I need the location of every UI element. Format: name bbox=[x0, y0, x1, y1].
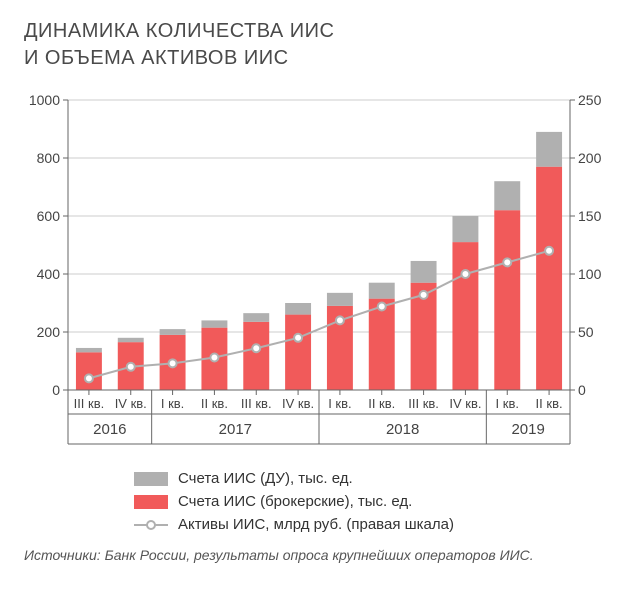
legend-item-du: Счета ИИС (ДУ), тыс. ед. bbox=[134, 470, 613, 487]
ytick-right: 100 bbox=[578, 266, 602, 282]
legend-swatch-du bbox=[134, 472, 168, 486]
legend-swatch-assets bbox=[134, 518, 168, 532]
source-note: Источники: Банк России, результаты опрос… bbox=[24, 547, 613, 563]
x-quarter-label: III кв. bbox=[241, 396, 272, 411]
marker-assets bbox=[378, 302, 386, 310]
bar-du bbox=[327, 293, 353, 306]
bar-broker bbox=[536, 167, 562, 390]
x-quarter-label: II кв. bbox=[536, 396, 563, 411]
bar-broker bbox=[243, 322, 269, 390]
bar-du bbox=[536, 132, 562, 167]
ytick-left: 800 bbox=[37, 150, 61, 166]
marker-assets bbox=[420, 291, 428, 299]
ytick-left: 0 bbox=[52, 382, 60, 398]
legend-item-broker: Счета ИИС (брокерские), тыс. ед. bbox=[134, 493, 613, 510]
chart-title: ДИНАМИКА КОЛИЧЕСТВА ИИС И ОБЪЕМА АКТИВОВ… bbox=[24, 18, 613, 72]
ytick-left: 600 bbox=[37, 208, 61, 224]
x-quarter-label: II кв. bbox=[368, 396, 395, 411]
title-line-2: И ОБЪЕМА АКТИВОВ ИИС bbox=[24, 47, 289, 69]
marker-assets bbox=[294, 334, 302, 342]
marker-assets bbox=[127, 363, 135, 371]
marker-assets bbox=[169, 359, 177, 367]
legend-swatch-broker bbox=[134, 495, 168, 509]
line-assets bbox=[89, 251, 549, 379]
x-year-label: 2016 bbox=[93, 421, 126, 438]
marker-assets bbox=[461, 270, 469, 278]
bar-du bbox=[494, 181, 520, 210]
bar-broker bbox=[494, 210, 520, 390]
chart-svg: 0 200 400 600 800 1000 0 50 100 150 200 250 III кв. I… bbox=[24, 90, 614, 450]
x-quarter-label: I кв. bbox=[161, 396, 184, 411]
bar-du bbox=[369, 283, 395, 299]
marker-assets bbox=[252, 344, 260, 352]
ytick-right: 0 bbox=[578, 382, 586, 398]
ytick-right: 50 bbox=[578, 324, 594, 340]
title-line-1: ДИНАМИКА КОЛИЧЕСТВА ИИС bbox=[24, 20, 334, 42]
chart-area: 0 200 400 600 800 1000 0 50 100 150 200 250 III кв. I… bbox=[24, 90, 614, 450]
bar-broker bbox=[285, 315, 311, 390]
legend-label-broker: Счета ИИС (брокерские), тыс. ед. bbox=[178, 493, 412, 510]
bar-du bbox=[76, 348, 102, 352]
ytick-left: 400 bbox=[37, 266, 61, 282]
bar-broker bbox=[452, 242, 478, 390]
x-year-label: 2017 bbox=[219, 421, 252, 438]
marker-assets bbox=[545, 247, 553, 255]
bar-du bbox=[411, 261, 437, 283]
x-quarter-label: I кв. bbox=[496, 396, 519, 411]
x-quarter-label: III кв. bbox=[408, 396, 439, 411]
x-quarter-label: I кв. bbox=[328, 396, 351, 411]
x-quarter-label: III кв. bbox=[74, 396, 105, 411]
bar-broker bbox=[76, 352, 102, 390]
marker-assets bbox=[85, 374, 93, 382]
ytick-right: 250 bbox=[578, 92, 602, 108]
x-quarter-label: IV кв. bbox=[115, 396, 147, 411]
x-quarter-label: IV кв. bbox=[282, 396, 314, 411]
marker-assets bbox=[210, 354, 218, 362]
marker-assets bbox=[503, 258, 511, 266]
legend-item-assets: Активы ИИС, млрд руб. (правая шкала) bbox=[134, 516, 613, 533]
marker-assets bbox=[336, 316, 344, 324]
bar-du bbox=[243, 313, 269, 322]
x-year-label: 2018 bbox=[386, 421, 419, 438]
legend-label-du: Счета ИИС (ДУ), тыс. ед. bbox=[178, 470, 353, 487]
bar-du bbox=[118, 338, 144, 342]
legend-label-assets: Активы ИИС, млрд руб. (правая шкала) bbox=[178, 516, 454, 533]
ytick-right: 200 bbox=[578, 150, 602, 166]
ytick-left: 200 bbox=[37, 324, 61, 340]
bar-du bbox=[285, 303, 311, 315]
x-quarter-label: II кв. bbox=[201, 396, 228, 411]
x-year-label: 2019 bbox=[511, 421, 544, 438]
bar-du bbox=[201, 320, 227, 327]
bar-du bbox=[452, 216, 478, 242]
x-quarter-label: IV кв. bbox=[449, 396, 481, 411]
legend: Счета ИИС (ДУ), тыс. ед. Счета ИИС (брок… bbox=[134, 470, 613, 533]
bar-broker bbox=[369, 299, 395, 390]
bar-du bbox=[160, 329, 186, 335]
ytick-right: 150 bbox=[578, 208, 602, 224]
ytick-left: 1000 bbox=[29, 92, 60, 108]
